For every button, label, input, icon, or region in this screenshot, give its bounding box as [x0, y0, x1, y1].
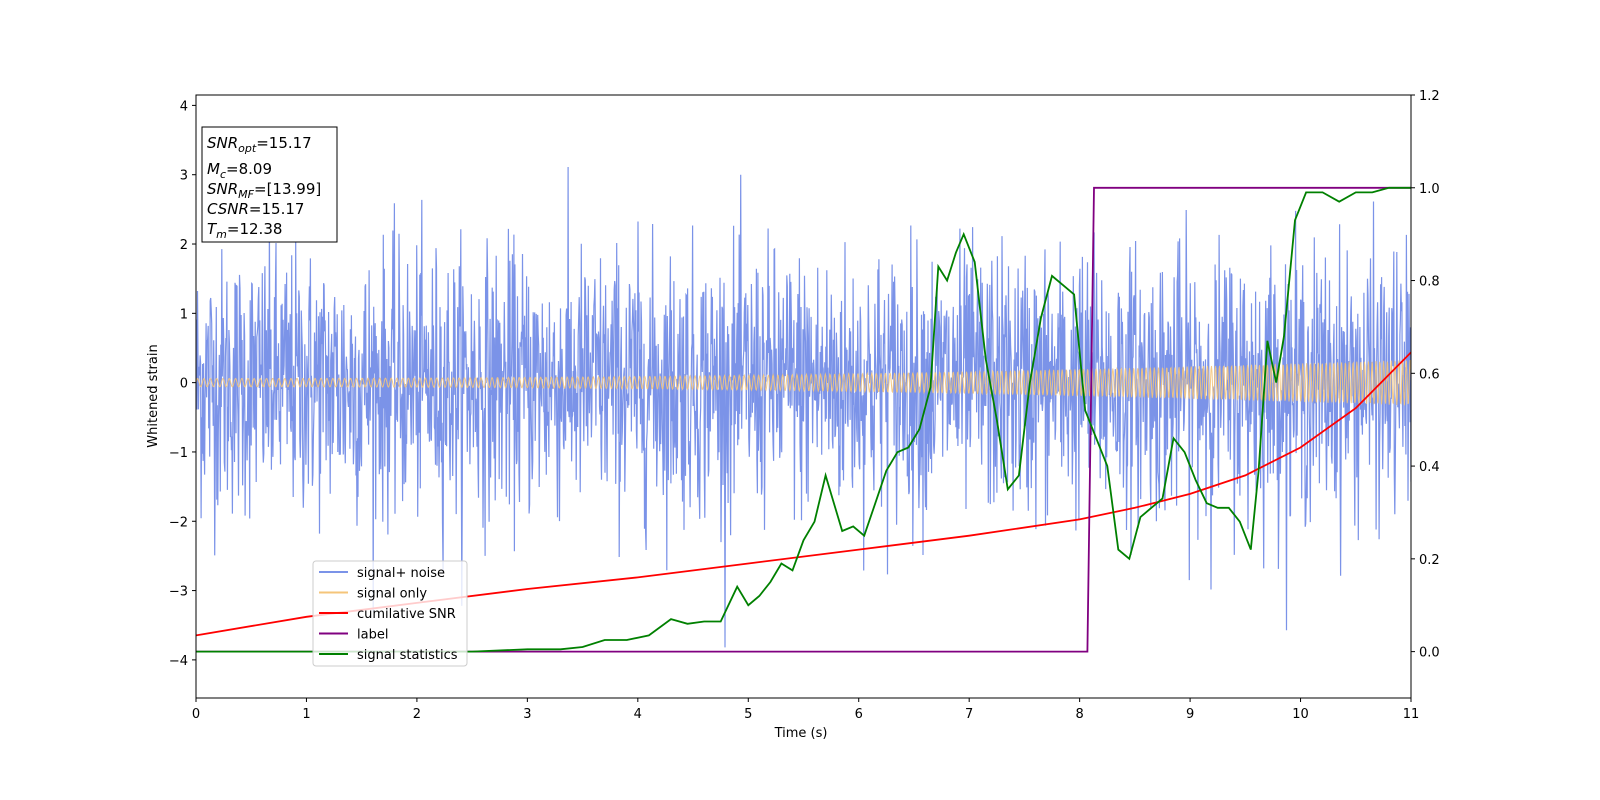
- legend-label-signal-statistics: signal statistics: [357, 648, 458, 663]
- x-tick-label: 1: [302, 707, 310, 722]
- y-right-tick-label: 1.0: [1419, 182, 1440, 197]
- plot-frame: [195, 94, 1412, 699]
- y-axis-left: −4 −3 −2 −1 0 1 2 3 4: [169, 99, 196, 669]
- y-right-tick-label: 0.2: [1419, 553, 1440, 568]
- y-right-tick-label: 0.6: [1419, 367, 1440, 382]
- y-left-tick-label: −4: [169, 654, 188, 669]
- info-tm: Tm=12.38: [207, 220, 282, 241]
- signal-only-line: [196, 359, 1411, 406]
- legend-label-signal-only: signal only: [357, 587, 427, 602]
- x-tick-label: 2: [413, 707, 421, 722]
- legend: signal+ noise signal only cumilative SNR la…: [312, 560, 468, 667]
- y-left-tick-label: 2: [180, 238, 188, 253]
- legend-label-cumilative-snr: cumilative SNR: [357, 607, 456, 622]
- y-left-tick-label: −2: [169, 515, 188, 530]
- info-snr-mf: SNRMF=[13.99]: [207, 180, 321, 201]
- y-left-tick-label: −1: [169, 446, 188, 461]
- y-left-tick-label: 4: [180, 99, 188, 114]
- info-csnr: CSNR=15.17: [207, 200, 304, 218]
- y-right-tick-label: 0.4: [1419, 460, 1440, 475]
- x-tick-label: 5: [744, 707, 752, 722]
- x-tick-label: 11: [1403, 707, 1420, 722]
- info-snr-opt: SNRopt=15.17: [207, 134, 312, 155]
- y-left-tick-label: 3: [180, 169, 188, 184]
- y-left-tick-label: −3: [169, 585, 188, 600]
- info-mc: Mc=8.09: [207, 160, 272, 181]
- x-tick-label: 9: [1186, 707, 1194, 722]
- y-right-tick-label: 0.0: [1419, 646, 1440, 661]
- x-tick-label: 3: [523, 707, 531, 722]
- legend-label-signal-noise: signal+ noise: [357, 566, 445, 581]
- x-tick-label: 7: [965, 707, 973, 722]
- x-tick-label: 8: [1075, 707, 1083, 722]
- x-tick-label: 6: [855, 707, 863, 722]
- x-tick-label: 0: [192, 707, 200, 722]
- y-right-tick-label: 1.2: [1419, 89, 1440, 104]
- y-axis-right: 0.0 0.2 0.4 0.6 0.8 1.0 1.2: [1411, 89, 1440, 661]
- x-axis: 0 1 2 3 4 5 6 7 8 9 10 11: [192, 698, 1419, 722]
- legend-label-label: label: [357, 628, 388, 643]
- label-line: [196, 186, 1411, 653]
- x-tick-label: 4: [634, 707, 642, 722]
- y-left-tick-label: 1: [180, 307, 188, 322]
- x-axis-label: Time (s): [774, 726, 828, 741]
- x-tick-label: 10: [1292, 707, 1309, 722]
- y-right-tick-label: 0.8: [1419, 275, 1440, 290]
- y-axis-label: Whitened strain: [146, 344, 161, 447]
- info-box: SNRopt=15.17 Mc=8.09 SNRMF=[13.99] CSNR=…: [201, 126, 338, 243]
- signal-noise-line: [196, 166, 1411, 648]
- signal-statistics-line: [196, 186, 1411, 653]
- y-left-tick-label: 0: [180, 377, 188, 392]
